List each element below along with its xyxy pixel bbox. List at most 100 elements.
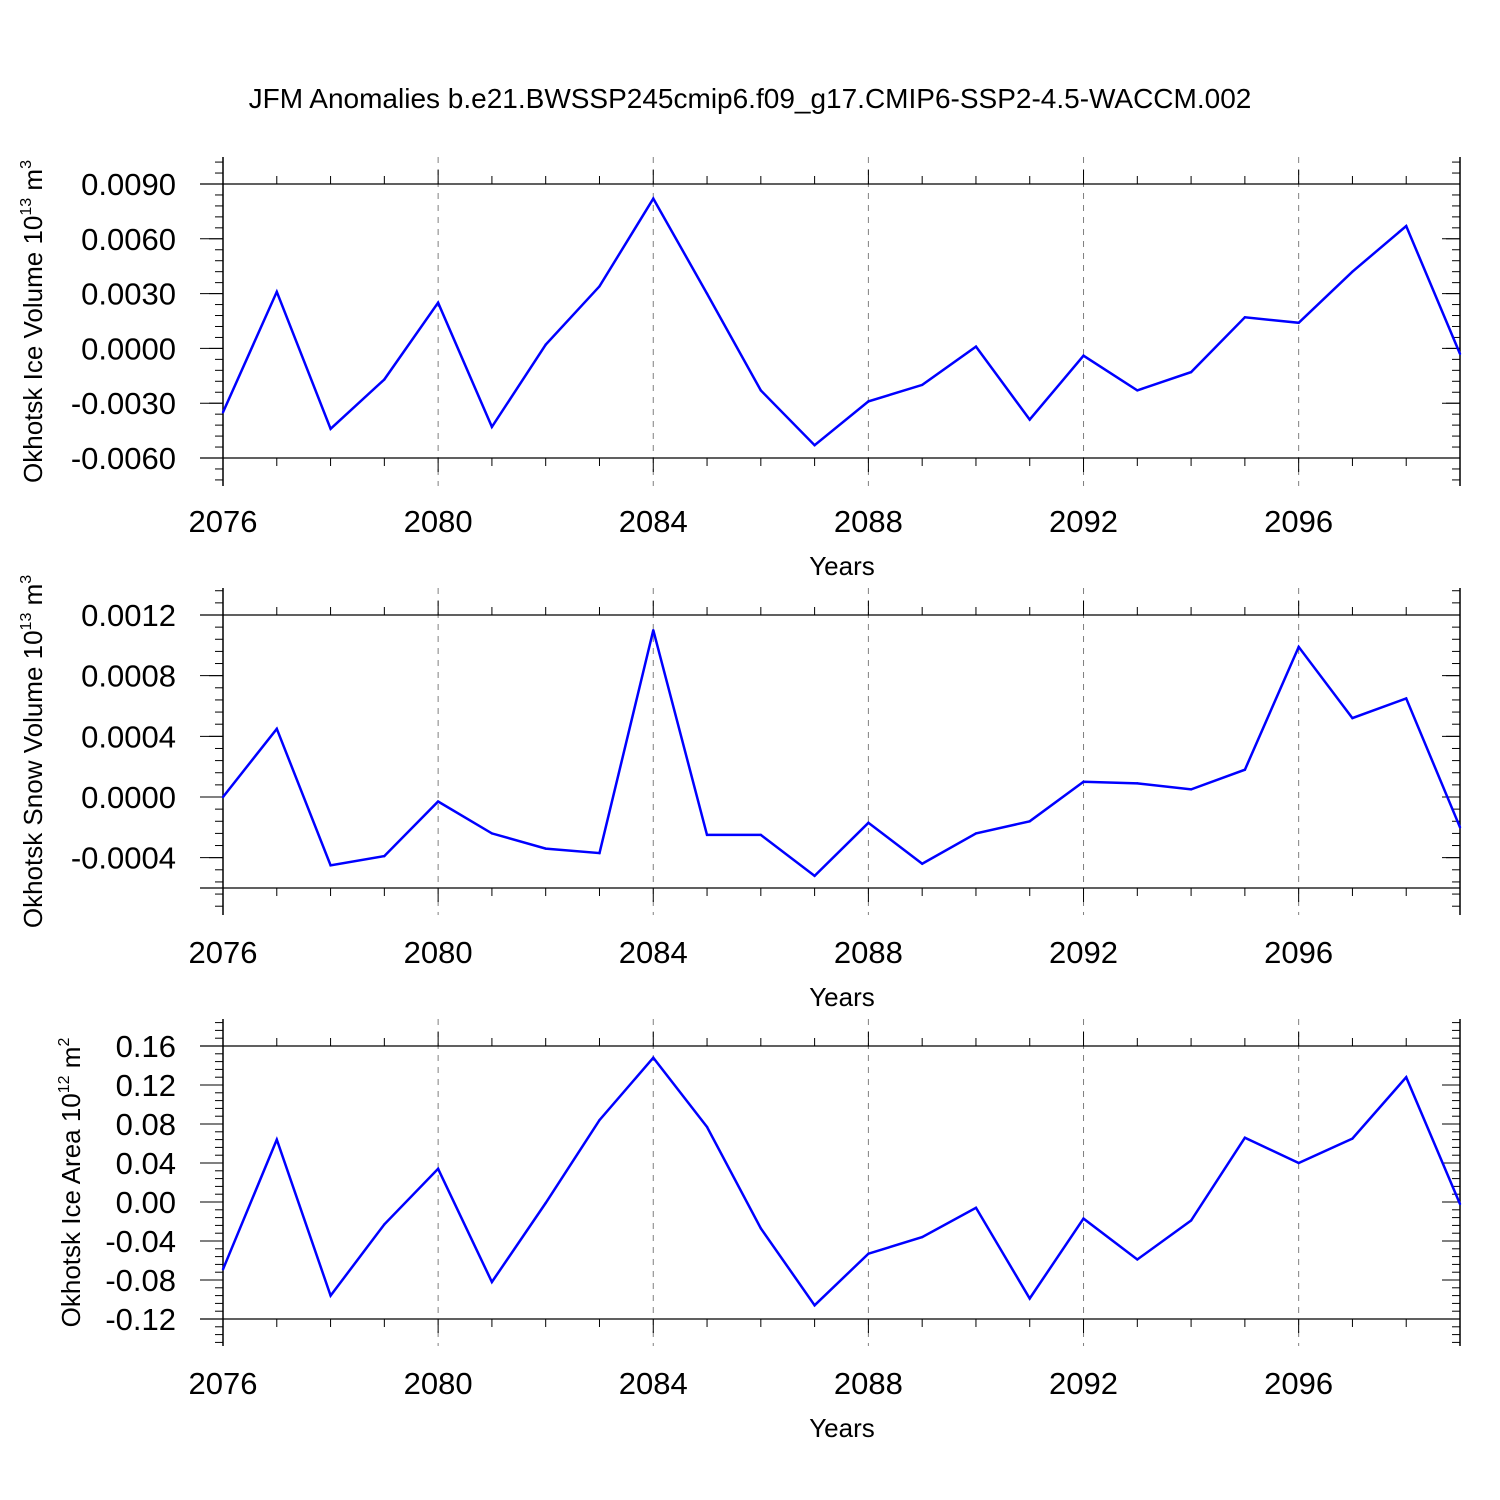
y-tick-label: 0.08 [116,1107,176,1142]
x-tick-label: 2092 [1049,504,1118,539]
data-point [598,1118,601,1122]
data-point [490,425,494,429]
data-point [275,290,278,293]
data-point [275,1138,278,1141]
data-point [974,832,978,835]
data-point [1297,321,1300,325]
data-point [221,795,225,799]
data-point [383,854,386,858]
data-point [598,851,601,855]
x-tick-label: 2096 [1264,1366,1333,1401]
y-tick-label: -0.0060 [71,441,176,476]
x-tick-label: 2076 [189,935,258,970]
data-point [974,345,978,348]
data-point [813,1304,816,1307]
data-point [329,427,332,430]
y-tick-label: 0.12 [116,1068,176,1103]
data-point [1189,1219,1193,1222]
y-tick-label: 0.0000 [81,331,176,366]
data-point [1028,418,1031,421]
data-point [1405,224,1408,228]
series-line [221,196,1462,447]
y-tick-label: 0.00 [116,1185,176,1220]
data-point [1136,782,1139,785]
data-point [1297,645,1300,649]
y-tick-label: 0.04 [116,1146,176,1181]
x-tick-label: 2084 [619,504,688,539]
figure-title: JFM Anomalies b.e21.BWSSP245cmip6.f09_g1… [249,83,1252,114]
x-tick-label: 2096 [1264,935,1333,970]
y-axis-label: Okhotsk Snow Volume 1013 m3 [18,575,48,928]
data-point [544,343,547,346]
series-line [221,1055,1462,1308]
data-point [383,378,386,381]
data-point [1458,826,1462,829]
data-point [436,1167,440,1171]
data-point [1458,1202,1462,1206]
x-axis-label: Years [809,551,875,581]
data-point [1189,788,1193,791]
data-point [490,1280,494,1284]
data-point [813,444,816,447]
y-tick-label: 0.0000 [81,780,176,815]
data-point [652,197,655,200]
data-point [705,292,709,295]
data-point [867,821,870,824]
x-tick-label: 2088 [834,504,903,539]
data-point [1458,352,1462,356]
data-point [705,1125,709,1129]
x-tick-label: 2088 [834,935,903,970]
data-point [544,847,547,850]
data-point [1082,354,1085,357]
data-point [759,1227,763,1230]
data-point [329,1294,332,1297]
y-tick-label: -0.0004 [71,841,176,876]
y-tick-label: 0.0090 [81,167,176,202]
data-point [1189,370,1193,374]
data-point [652,628,655,632]
data-point [1243,1136,1247,1139]
data-point [383,1223,386,1226]
data-point [1243,768,1247,771]
data-point [759,389,763,392]
data-point [1351,716,1354,720]
data-point [652,1056,655,1059]
data-point [1297,1161,1300,1165]
data-point [329,864,332,867]
x-tick-label: 2084 [619,935,688,970]
y-tick-label: 0.0030 [81,277,176,312]
x-tick-label: 2088 [834,1366,903,1401]
data-point [1405,697,1408,700]
data-point [1243,316,1247,319]
data-point [867,1252,870,1255]
x-tick-label: 2076 [189,1366,258,1401]
data-point [1082,780,1085,784]
y-tick-label: -0.08 [105,1263,176,1298]
series-line [222,629,1462,878]
chart-panel-1: -0.0060 -0.0030 0.0000 0.0030 0.0060 0.0090 20… [18,157,1462,581]
x-tick-label: 2092 [1049,1366,1118,1401]
data-point [920,862,924,865]
data-point [920,1235,924,1239]
x-tick-label: 2096 [1264,504,1333,539]
x-tick-label: 2080 [404,504,473,539]
data-point [1351,270,1354,273]
x-axis-label: Years [809,982,875,1012]
data-point [275,727,278,730]
chart-panel-2: -0.0004 0.0000 0.0004 0.0008 0.0012 2076 2080 2… [18,575,1462,1012]
data-point [974,1206,978,1210]
data-point [705,833,709,837]
data-point [436,301,440,304]
data-point [490,832,494,835]
data-point [1136,1258,1139,1261]
x-tick-label: 2080 [404,1366,473,1401]
x-tick-label: 2084 [619,1366,688,1401]
data-point [221,1268,225,1271]
data-point [598,285,601,288]
chart-panel-3: -0.12 -0.08 -0.04 0.00 0.04 0.08 0.12 0.16 2076 2… [56,1019,1462,1443]
data-point [1136,389,1139,392]
data-point [867,400,870,403]
y-tick-label: 0.0008 [81,659,176,694]
data-point [920,383,924,387]
